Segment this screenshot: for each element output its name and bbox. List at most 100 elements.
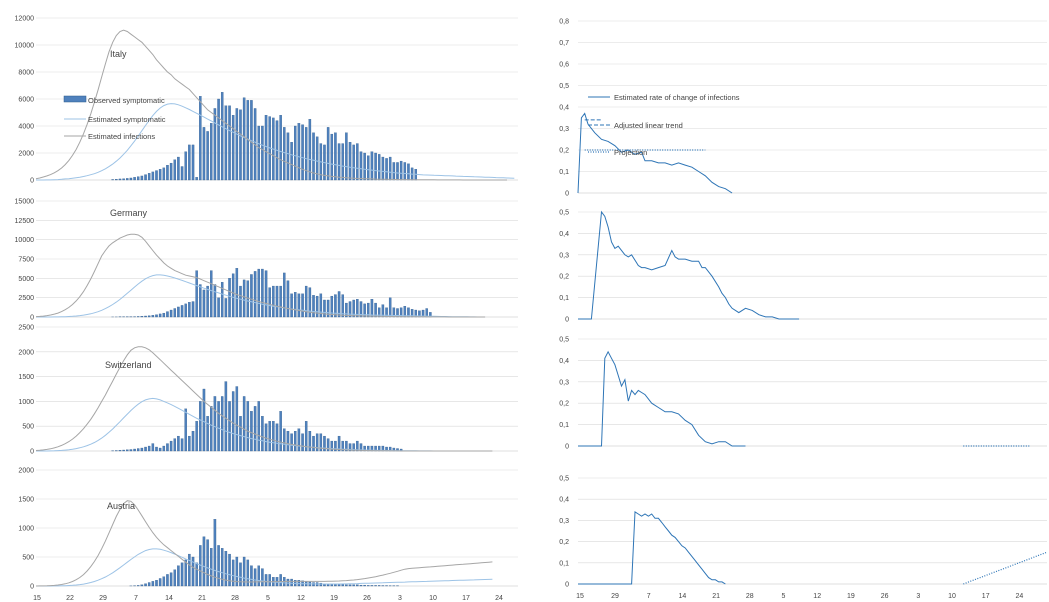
bar-observed (184, 151, 187, 181)
y-tick-label: 0,2 (559, 148, 569, 155)
bar-observed (257, 565, 260, 587)
bar-observed (206, 131, 209, 181)
bar-observed (147, 582, 151, 587)
right-legend: Estimated rate of change of infections A… (588, 93, 740, 157)
bar-observed (242, 396, 246, 452)
x-tick-label: 24 (495, 595, 503, 602)
rate-panel-austria: 0 0,1 0,2 0,3 0,4 0,5 (559, 476, 1048, 589)
y-tick-label: 0,1 (559, 295, 569, 302)
y-tick-label: 0,1 (559, 422, 569, 429)
bar-observed (206, 285, 209, 318)
bar-observed (180, 166, 184, 181)
bar-observed (235, 556, 239, 587)
bar-observed (177, 565, 180, 587)
y-tick-label: 0,1 (559, 560, 569, 567)
bar-observed (356, 299, 359, 318)
bar-observed (363, 303, 366, 318)
y-tick-label: 0,2 (559, 401, 569, 408)
y-tick-label: 0,1 (559, 169, 569, 176)
bar-observed (268, 287, 271, 318)
bar-observed (275, 423, 279, 452)
bar-observed (261, 125, 264, 181)
bar-observed (352, 584, 355, 587)
bar-observed (235, 386, 239, 452)
bar-observed (191, 301, 195, 318)
y-tick-label: 7500 (18, 257, 34, 264)
bar-observed (294, 292, 297, 318)
bar-observed (217, 98, 220, 181)
bar-observed (367, 585, 370, 587)
bar-observed (348, 584, 352, 587)
bar-observed (341, 294, 344, 318)
bar-observed (129, 449, 133, 452)
bar-observed (115, 179, 118, 181)
bar-observed (155, 170, 158, 181)
bar-observed (294, 125, 297, 181)
bar-observed (381, 156, 385, 181)
x-tick-label: 19 (847, 593, 855, 600)
bar-observed (136, 316, 140, 318)
bar-observed (352, 144, 355, 181)
y-tick-label: 2500 (18, 325, 34, 332)
y-tick-label: 0 (30, 449, 34, 456)
x-tick-label: 3 (916, 593, 920, 600)
bar-observed (407, 163, 410, 181)
x-tick-label: 22 (66, 595, 74, 602)
bar-observed (337, 143, 341, 181)
bar-observed (326, 127, 330, 181)
chart-title: Italy (110, 49, 127, 59)
y-tick-label: 0,4 (559, 497, 569, 504)
series-line-estimated-rate-of-change-of-infections (577, 112, 733, 194)
bar-observed (308, 119, 312, 181)
y-tick-label: 1000 (18, 526, 34, 533)
series-line-projection (963, 551, 1048, 585)
bar-observed (304, 421, 308, 452)
bar-observed (264, 574, 268, 587)
x-tick-label: 3 (398, 595, 402, 602)
bar-observed (220, 92, 224, 181)
bar-observed (279, 115, 282, 181)
bar-observed (290, 578, 293, 587)
x-tick-label: 5 (266, 595, 270, 602)
bar-observed (224, 381, 228, 452)
bar-observed (304, 127, 308, 181)
bar-observed (399, 160, 403, 181)
x-tick-label: 26 (881, 593, 889, 600)
x-tick-label: 24 (1016, 593, 1024, 600)
bar-observed (388, 297, 392, 318)
bar-observed (363, 584, 366, 587)
y-tick-label: 0 (30, 178, 34, 185)
bar-observed (253, 406, 257, 452)
legend-label-observed: Observed symptomatic (88, 96, 165, 105)
bar-observed (304, 285, 308, 318)
bar-observed (301, 124, 304, 181)
right-x-axis: 15 29 7 14 21 28 5 12 19 26 3 10 17 24 (576, 593, 1023, 600)
bar-observed (261, 268, 264, 318)
bar-observed (359, 301, 363, 318)
bar-observed (250, 411, 253, 452)
bar-observed (297, 428, 301, 452)
right-charts: 0 0,1 0,2 0,3 0,4 0,5 0,6 0,7 0,8 0 0,1 0,2 0,3 0,4 0,… (559, 19, 1048, 589)
y-tick-label: 0,3 (559, 518, 569, 525)
legend-label-trend: Adjusted linear trend (614, 121, 683, 130)
bar-observed (286, 280, 290, 318)
x-tick-label: 12 (813, 593, 821, 600)
bar-observed (228, 278, 231, 318)
bar-observed (264, 115, 268, 181)
bar-observed (275, 285, 279, 318)
y-tick-label: 1000 (18, 399, 34, 406)
bar-observed (231, 273, 235, 318)
y-tick-label: 12500 (15, 218, 35, 225)
series-line-estimated-symptomatic (36, 548, 493, 587)
bar-observed (177, 156, 180, 181)
bar-observed (111, 179, 114, 181)
bar-observed (286, 431, 290, 452)
bar-observed (136, 176, 140, 181)
chart-panel-switzerland: 0 500 1000 1500 2000 2500 Switzerland (18, 325, 518, 456)
bar-observed (228, 401, 231, 452)
bar-observed (169, 309, 173, 318)
bar-observed (272, 421, 275, 452)
y-tick-label: 0,2 (559, 274, 569, 281)
bar-observed (246, 401, 250, 452)
x-tick-label: 14 (165, 595, 173, 602)
